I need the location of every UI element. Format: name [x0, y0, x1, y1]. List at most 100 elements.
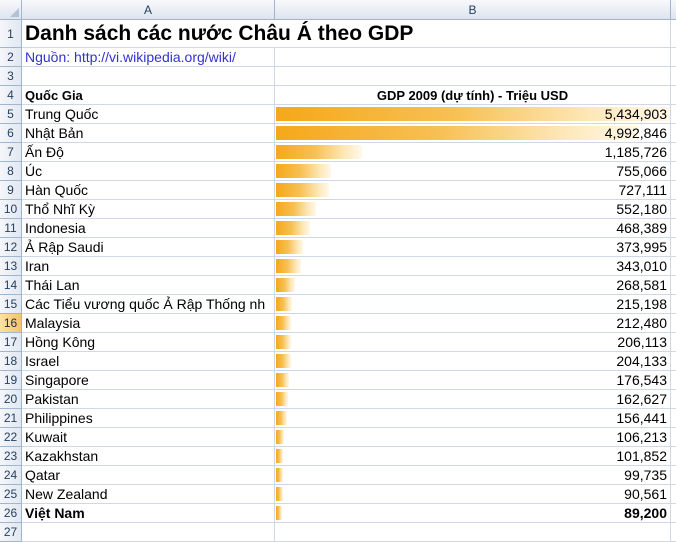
cell-a13[interactable]: Iran: [22, 257, 275, 276]
cell-b2[interactable]: [275, 48, 671, 67]
cell-b9[interactable]: 727,111: [275, 181, 671, 200]
column-header-a[interactable]: A: [22, 0, 275, 20]
cell-a17[interactable]: Hồng Kông: [22, 333, 275, 352]
row-header[interactable]: 22: [0, 428, 22, 447]
cell-c22[interactable]: [671, 428, 676, 447]
cell-a2[interactable]: Nguồn: http://vi.wikipedia.org/wiki/: [22, 48, 275, 67]
row-header[interactable]: 2: [0, 48, 22, 67]
row-header[interactable]: 8: [0, 162, 22, 181]
cell-c19[interactable]: [671, 371, 676, 390]
cell-b22[interactable]: 106,213: [275, 428, 671, 447]
cell-c8[interactable]: [671, 162, 676, 181]
cell-b18[interactable]: 204,133: [275, 352, 671, 371]
cell-a7[interactable]: Ấn Độ: [22, 143, 275, 162]
cell-c23[interactable]: [671, 447, 676, 466]
cell-c9[interactable]: [671, 181, 676, 200]
cell-a4[interactable]: Quốc Gia: [22, 86, 275, 105]
cell-b8[interactable]: 755,066: [275, 162, 671, 181]
cell-c20[interactable]: [671, 390, 676, 409]
cell-b7[interactable]: 1,185,726: [275, 143, 671, 162]
cell-c3[interactable]: [671, 67, 676, 86]
cell-a15[interactable]: Các Tiểu vương quốc Ả Rập Thống nh: [22, 295, 275, 314]
cell-a11[interactable]: Indonesia: [22, 219, 275, 238]
cell-a20[interactable]: Pakistan: [22, 390, 275, 409]
cell-b20[interactable]: 162,627: [275, 390, 671, 409]
column-header-b[interactable]: B: [275, 0, 671, 20]
cell-b3[interactable]: [275, 67, 671, 86]
row-header[interactable]: 7: [0, 143, 22, 162]
cell-a10[interactable]: Thổ Nhĩ Kỳ: [22, 200, 275, 219]
cell-b5[interactable]: 5,434,903: [275, 105, 671, 124]
column-header-c[interactable]: [671, 0, 676, 20]
cell-c14[interactable]: [671, 276, 676, 295]
cell-b1[interactable]: [275, 20, 671, 48]
cell-c5[interactable]: [671, 105, 676, 124]
row-header[interactable]: 13: [0, 257, 22, 276]
cell-c15[interactable]: [671, 295, 676, 314]
row-header[interactable]: 11: [0, 219, 22, 238]
cell-c2[interactable]: [671, 48, 676, 67]
cell-c11[interactable]: [671, 219, 676, 238]
cell-a9[interactable]: Hàn Quốc: [22, 181, 275, 200]
row-header[interactable]: 15: [0, 295, 22, 314]
cell-a5[interactable]: Trung Quốc: [22, 105, 275, 124]
cell-b12[interactable]: 373,995: [275, 238, 671, 257]
row-header[interactable]: 25: [0, 485, 22, 504]
cell-c26[interactable]: [671, 504, 676, 523]
row-header[interactable]: 12: [0, 238, 22, 257]
cell-c1[interactable]: [671, 20, 676, 48]
cell-a23[interactable]: Kazakhstan: [22, 447, 275, 466]
cell-c7[interactable]: [671, 143, 676, 162]
cell-a14[interactable]: Thái Lan: [22, 276, 275, 295]
row-header[interactable]: 18: [0, 352, 22, 371]
cell-b13[interactable]: 343,010: [275, 257, 671, 276]
cell-a6[interactable]: Nhật Bản: [22, 124, 275, 143]
row-header[interactable]: 16: [0, 314, 22, 333]
cell-b23[interactable]: 101,852: [275, 447, 671, 466]
row-header[interactable]: 27: [0, 523, 22, 542]
cell-a12[interactable]: Ả Rập Saudi: [22, 238, 275, 257]
cell-b16[interactable]: 212,480: [275, 314, 671, 333]
cell-c12[interactable]: [671, 238, 676, 257]
row-header[interactable]: 17: [0, 333, 22, 352]
cell-b19[interactable]: 176,543: [275, 371, 671, 390]
row-header[interactable]: 3: [0, 67, 22, 86]
row-header[interactable]: 19: [0, 371, 22, 390]
cell-c17[interactable]: [671, 333, 676, 352]
cell-a21[interactable]: Philippines: [22, 409, 275, 428]
cell-c21[interactable]: [671, 409, 676, 428]
cell-b15[interactable]: 215,198: [275, 295, 671, 314]
cell-b24[interactable]: 99,735: [275, 466, 671, 485]
row-header[interactable]: 26: [0, 504, 22, 523]
row-header[interactable]: 6: [0, 124, 22, 143]
source-link[interactable]: Nguồn: http://vi.wikipedia.org/wiki/: [25, 49, 236, 65]
cell-a8[interactable]: Úc: [22, 162, 275, 181]
row-header[interactable]: 21: [0, 409, 22, 428]
cell-c27[interactable]: [671, 523, 676, 542]
cell-b27[interactable]: [275, 523, 671, 542]
row-header[interactable]: 9: [0, 181, 22, 200]
cell-a16[interactable]: Malaysia: [22, 314, 275, 333]
row-header[interactable]: 5: [0, 105, 22, 124]
select-all-corner[interactable]: [0, 0, 22, 20]
cell-a1[interactable]: Danh sách các nước Châu Á theo GDP: [22, 20, 413, 48]
cell-a24[interactable]: Qatar: [22, 466, 275, 485]
row-header[interactable]: 14: [0, 276, 22, 295]
row-header[interactable]: 24: [0, 466, 22, 485]
cell-b25[interactable]: 90,561: [275, 485, 671, 504]
cell-c25[interactable]: [671, 485, 676, 504]
cell-b10[interactable]: 552,180: [275, 200, 671, 219]
cell-b17[interactable]: 206,113: [275, 333, 671, 352]
cell-b4[interactable]: GDP 2009 (dự tính) - Triệu USD: [275, 86, 671, 105]
cell-a27[interactable]: [22, 523, 275, 542]
cell-b6[interactable]: 4,992,846: [275, 124, 671, 143]
cell-c18[interactable]: [671, 352, 676, 371]
cell-c24[interactable]: [671, 466, 676, 485]
row-header[interactable]: 23: [0, 447, 22, 466]
cell-c13[interactable]: [671, 257, 676, 276]
cell-b26[interactable]: 89,200: [275, 504, 671, 523]
cell-c16[interactable]: [671, 314, 676, 333]
cell-a18[interactable]: Israel: [22, 352, 275, 371]
cell-a22[interactable]: Kuwait: [22, 428, 275, 447]
row-header[interactable]: 1: [0, 20, 22, 48]
